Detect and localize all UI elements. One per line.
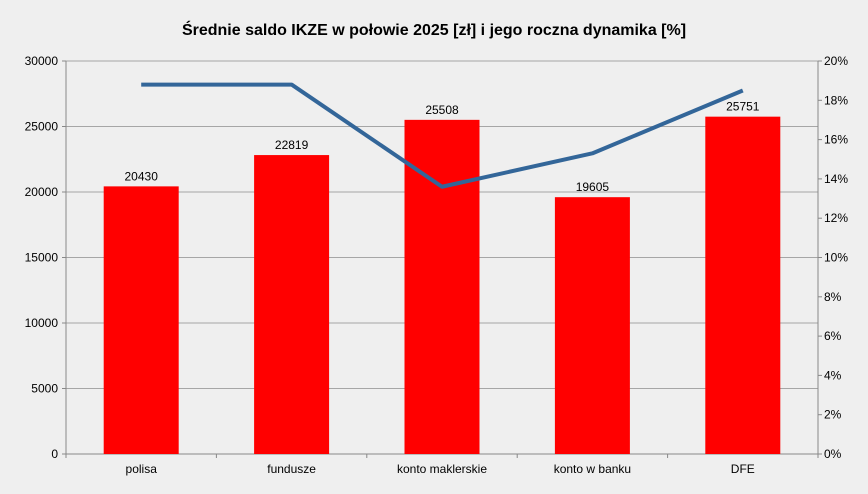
bar-data-label: 20430 <box>125 169 159 183</box>
bar <box>554 197 630 454</box>
bar-data-label: 19605 <box>576 180 610 194</box>
bar-data-label: 25751 <box>726 100 760 114</box>
right-tick-label: 4% <box>824 368 842 382</box>
right-tick-label: 2% <box>824 408 842 422</box>
left-tick-label: 25000 <box>25 120 59 134</box>
bar <box>404 119 480 454</box>
left-tick-label: 5000 <box>31 382 58 396</box>
bar-data-label: 25508 <box>425 103 459 117</box>
left-tick-label: 0 <box>51 447 58 461</box>
chart-title: Średnie saldo IKZE w połowie 2025 [zł] i… <box>182 20 686 39</box>
bar-data-label: 22819 <box>275 138 309 152</box>
x-tick-label: polisa <box>126 462 158 476</box>
right-tick-label: 0% <box>824 447 842 461</box>
left-tick-label: 10000 <box>25 316 59 330</box>
bar <box>103 186 179 454</box>
right-tick-label: 14% <box>824 172 848 186</box>
x-tick-label: konto w banku <box>554 462 631 476</box>
x-tick-label: fundusze <box>267 462 316 476</box>
right-tick-label: 12% <box>824 211 848 225</box>
right-tick-label: 16% <box>824 133 848 147</box>
right-tick-label: 8% <box>824 290 842 304</box>
x-tick-label: konto maklerskie <box>397 462 487 476</box>
left-tick-label: 30000 <box>25 54 59 68</box>
left-tick-label: 15000 <box>25 251 59 265</box>
bar <box>705 116 781 455</box>
right-tick-label: 20% <box>824 54 848 68</box>
dynamics-line <box>141 82 744 189</box>
left-tick-label: 20000 <box>25 185 59 199</box>
right-tick-label: 18% <box>824 93 848 107</box>
right-tick-label: 10% <box>824 251 848 265</box>
x-tick-label: DFE <box>731 462 755 476</box>
right-tick-label: 6% <box>824 329 842 343</box>
bar <box>254 155 330 454</box>
